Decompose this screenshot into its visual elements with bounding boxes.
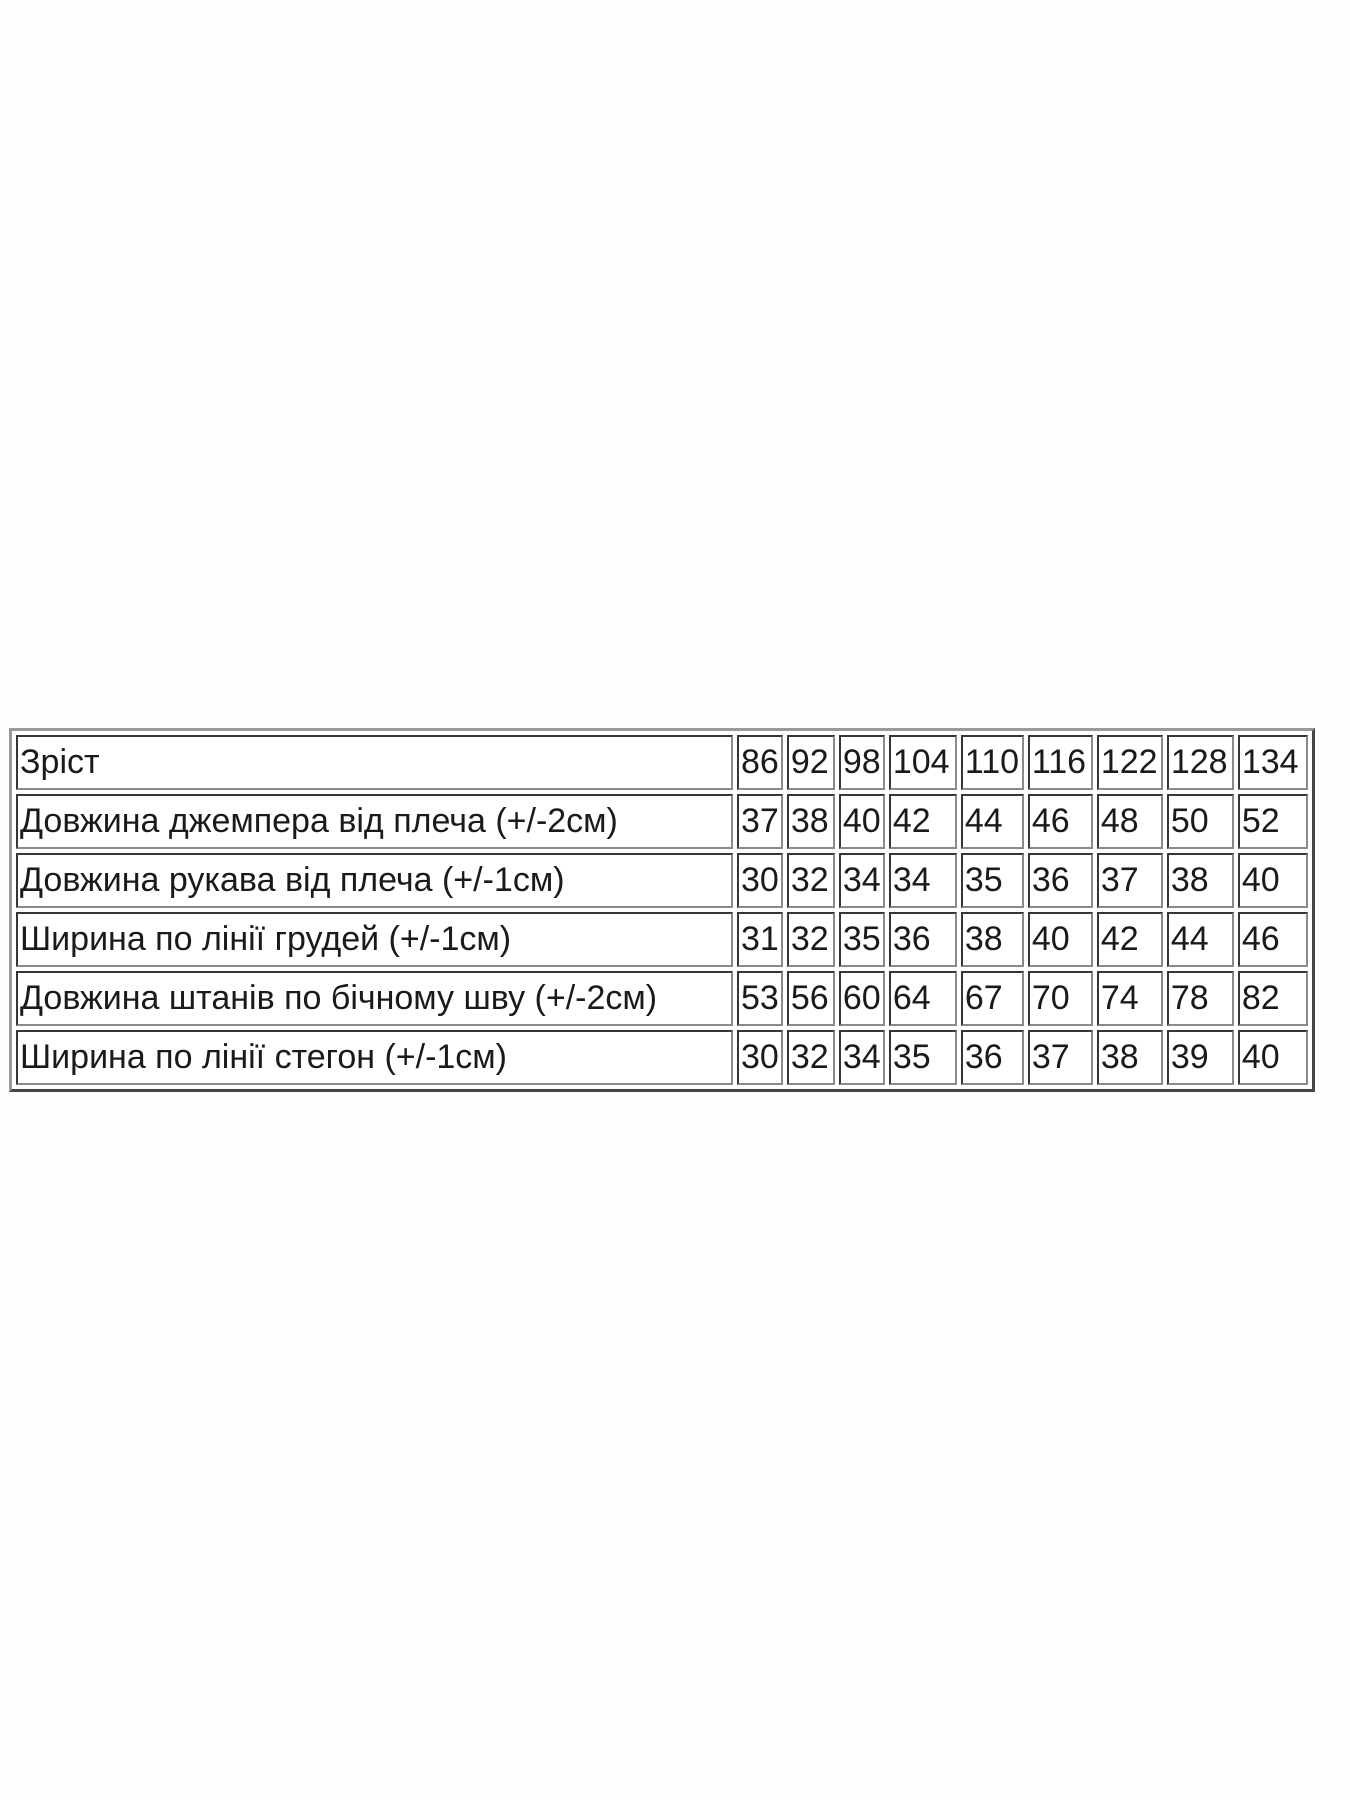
row-label: Довжина рукава від плеча (+/-1см) <box>16 853 733 908</box>
row-label: Ширина по лінії стегон (+/-1см) <box>16 1030 733 1085</box>
measurement-cell: 64 <box>888 971 957 1026</box>
measurement-cell: 50 <box>1166 794 1234 849</box>
row-label: Ширина по лінії грудей (+/-1см) <box>16 912 733 967</box>
measurement-cell: 38 <box>1096 1030 1163 1085</box>
height-size-cell: 134 <box>1237 735 1308 790</box>
measurement-cell: 30 <box>737 1030 783 1085</box>
measurement-cell: 31 <box>737 912 783 967</box>
height-size-cell: 128 <box>1166 735 1234 790</box>
measurement-cell: 37 <box>1027 1030 1093 1085</box>
measurement-cell: 38 <box>1166 853 1234 908</box>
measurement-cell: 32 <box>786 912 835 967</box>
measurement-cell: 44 <box>960 794 1024 849</box>
measurement-cell: 48 <box>1096 794 1163 849</box>
measurement-cell: 60 <box>838 971 885 1026</box>
measurement-cell: 34 <box>888 853 957 908</box>
height-size-cell: 92 <box>786 735 835 790</box>
height-size-cell: 98 <box>838 735 885 790</box>
measurement-cell: 37 <box>1096 853 1163 908</box>
measurement-cell: 36 <box>960 1030 1024 1085</box>
measurement-cell: 67 <box>960 971 1024 1026</box>
height-size-cell: 104 <box>888 735 957 790</box>
row-label: Довжина джемпера від плеча (+/-2см) <box>16 794 733 849</box>
measurement-cell: 32 <box>786 853 835 908</box>
measurement-cell: 40 <box>838 794 885 849</box>
header-row-height: Зріст 86 92 98 104 110 116 122 128 134 <box>16 735 1308 790</box>
height-size-cell: 116 <box>1027 735 1093 790</box>
measurement-cell: 34 <box>838 1030 885 1085</box>
table-row: Довжина джемпера від плеча (+/-2см) 37 38 4… <box>16 794 1308 849</box>
measurement-cell: 44 <box>1166 912 1234 967</box>
row-label: Довжина штанів по бічному шву (+/-2см) <box>16 971 733 1026</box>
measurement-cell: 40 <box>1237 853 1308 908</box>
measurement-cell: 56 <box>786 971 835 1026</box>
measurement-cell: 53 <box>737 971 783 1026</box>
height-size-cell: 86 <box>737 735 783 790</box>
measurement-cell: 70 <box>1027 971 1093 1026</box>
height-size-cell: 122 <box>1096 735 1163 790</box>
table-row: Довжина рукава від плеча (+/-1см) 30 32 34 3… <box>16 853 1308 908</box>
size-table: Зріст 86 92 98 104 110 116 122 128 134 Довжина дже… <box>9 728 1315 1092</box>
measurement-cell: 38 <box>960 912 1024 967</box>
measurement-cell: 32 <box>786 1030 835 1085</box>
measurement-cell: 46 <box>1237 912 1308 967</box>
measurement-cell: 38 <box>786 794 835 849</box>
table-row: Ширина по лінії грудей (+/-1см) 31 32 35 36 3… <box>16 912 1308 967</box>
size-chart-container: Зріст 86 92 98 104 110 116 122 128 134 Довжина дже… <box>9 728 1315 1092</box>
measurement-cell: 40 <box>1237 1030 1308 1085</box>
measurement-cell: 46 <box>1027 794 1093 849</box>
measurement-cell: 42 <box>1096 912 1163 967</box>
measurement-cell: 36 <box>888 912 957 967</box>
measurement-cell: 82 <box>1237 971 1308 1026</box>
row-label: Зріст <box>16 735 733 790</box>
measurement-cell: 42 <box>888 794 957 849</box>
measurement-cell: 78 <box>1166 971 1234 1026</box>
measurement-cell: 74 <box>1096 971 1163 1026</box>
measurement-cell: 36 <box>1027 853 1093 908</box>
table-row: Довжина штанів по бічному шву (+/-2см) 53… <box>16 971 1308 1026</box>
measurement-cell: 30 <box>737 853 783 908</box>
table-row: Ширина по лінії стегон (+/-1см) 30 32 34 35 3… <box>16 1030 1308 1085</box>
measurement-cell: 52 <box>1237 794 1308 849</box>
measurement-cell: 37 <box>737 794 783 849</box>
height-size-cell: 110 <box>960 735 1024 790</box>
measurement-cell: 35 <box>960 853 1024 908</box>
measurement-cell: 34 <box>838 853 885 908</box>
measurement-cell: 40 <box>1027 912 1093 967</box>
measurement-cell: 39 <box>1166 1030 1234 1085</box>
measurement-cell: 35 <box>888 1030 957 1085</box>
measurement-cell: 35 <box>838 912 885 967</box>
